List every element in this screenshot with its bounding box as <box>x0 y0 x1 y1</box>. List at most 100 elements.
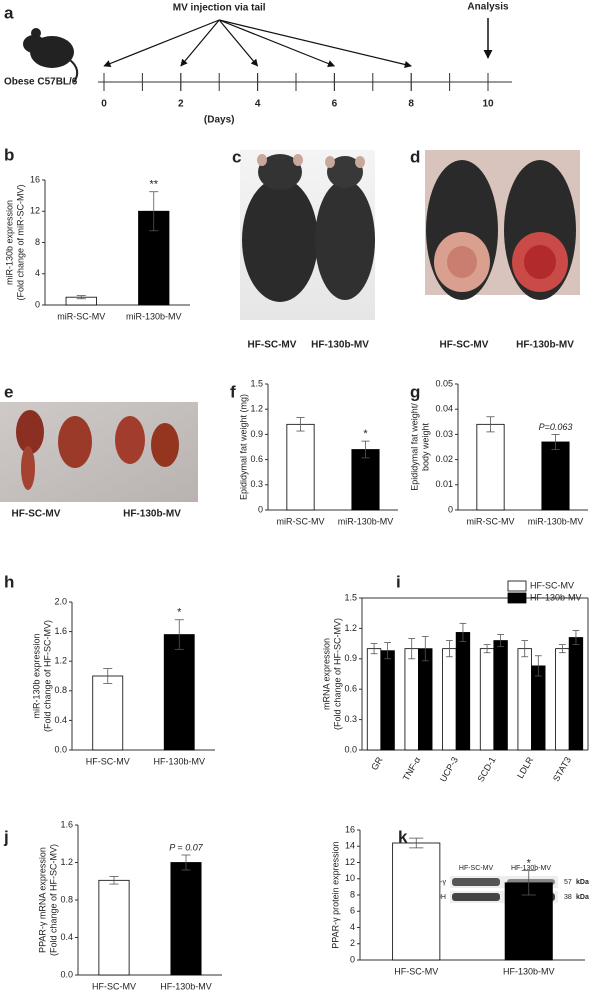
error-bar <box>445 640 453 658</box>
bar <box>504 882 553 961</box>
injection-arrow <box>218 19 336 67</box>
y-tick-label: 2.0 <box>54 596 67 606</box>
panel-letter: b <box>4 145 14 164</box>
error-bar <box>486 416 495 433</box>
y-tick-label: 0 <box>258 504 263 514</box>
bar <box>404 648 419 751</box>
error-bar <box>103 668 113 684</box>
y-tick-label: 0.9 <box>344 653 357 663</box>
panel-letter: f <box>230 382 236 401</box>
panel-letter: k <box>398 827 408 846</box>
legend-label: HF-SC-MV <box>530 580 574 590</box>
blot-unit: kDa <box>576 879 589 886</box>
y-tick-label: 1.5 <box>344 592 357 602</box>
error-bar <box>76 295 86 300</box>
y-tick-label: 0.0 <box>60 969 73 979</box>
y-tick-label: 0.8 <box>60 894 73 904</box>
x-tick-label: miR-130b-MV <box>528 516 584 526</box>
tick-label: 6 <box>332 99 338 110</box>
y-tick-label: 0.01 <box>435 479 453 489</box>
bar <box>531 665 546 751</box>
y-tick-label: 1.2 <box>54 656 67 666</box>
blot-unit: kDa <box>576 894 589 901</box>
legend-swatch <box>507 580 527 592</box>
y-tick-label: 0 <box>448 504 453 514</box>
y-axis-label: miR-130b expression <box>31 633 41 718</box>
photo-label: HF-SC-MV <box>440 340 489 351</box>
y-axis-label: (Fold change of miR-SC-MV) <box>15 184 25 300</box>
panel-letter: e <box>4 382 13 401</box>
bar <box>286 423 315 511</box>
bar <box>418 648 433 751</box>
y-tick-label: 0.6 <box>250 454 263 464</box>
tick-label: 10 <box>482 99 494 110</box>
annotation: * <box>363 428 368 440</box>
y-tick-label: 8 <box>35 237 40 247</box>
x-tick-label: miR-130b-MV <box>338 516 394 526</box>
photo-label: HF-130b-MV <box>311 340 369 351</box>
y-tick-label: 1.5 <box>250 378 263 388</box>
analysis-label: Analysis <box>467 2 509 13</box>
y-tick-label: 0.4 <box>54 715 67 725</box>
tick-label: 8 <box>408 99 414 110</box>
bar <box>92 675 124 751</box>
photo-e <box>0 402 198 502</box>
photo-label: HF-130b-MV <box>516 340 574 351</box>
y-tick-label: 16 <box>30 174 40 184</box>
x-tick-label: TNF-α <box>401 755 423 782</box>
y-tick-label: 0.3 <box>344 714 357 724</box>
blot-size: 38 <box>564 894 572 901</box>
y-tick-label: 0.6 <box>344 684 357 694</box>
x-tick-label: SCD-1 <box>475 755 497 783</box>
y-tick-label: 14 <box>345 841 355 851</box>
error-bar <box>497 634 505 648</box>
error-bar <box>483 644 491 654</box>
x-tick-label: miR-SC-MV <box>57 311 105 321</box>
panel-letter: a <box>4 3 14 22</box>
y-axis-label: mRNA expression <box>321 638 331 710</box>
bar <box>455 632 471 751</box>
panel-letter: i <box>396 572 401 591</box>
error-bar <box>181 854 191 871</box>
bar <box>380 650 395 751</box>
annotation: ** <box>149 179 158 191</box>
y-tick-label: 0.9 <box>250 429 263 439</box>
y-tick-label: 0.03 <box>435 429 453 439</box>
x-axis-label: (Days) <box>204 115 235 126</box>
tick-label: 2 <box>178 99 184 110</box>
mouse-label: Obese C57BL/6 <box>4 77 78 88</box>
injection-arrow <box>180 19 220 67</box>
y-axis-label: miR-130b expression <box>4 200 14 285</box>
photo-d <box>425 150 580 300</box>
error-bar <box>572 630 580 646</box>
error-bar <box>521 640 529 658</box>
injection-arrow <box>219 19 412 68</box>
annotation: * <box>527 858 532 870</box>
x-tick-label: HF-SC-MV <box>92 981 136 991</box>
y-tick-label: 4 <box>35 268 40 278</box>
annotation: P = 0.07 <box>169 842 203 852</box>
error-bar <box>296 417 305 432</box>
y-tick-label: 1.6 <box>54 626 67 636</box>
legend-swatch <box>507 592 527 604</box>
bar <box>476 423 505 511</box>
bar <box>366 648 382 751</box>
x-tick-label: miR-130b-MV <box>126 311 182 321</box>
error-bar <box>558 644 566 654</box>
error-bar <box>409 837 424 849</box>
panel-letter: g <box>410 382 420 401</box>
error-bar <box>370 643 378 655</box>
y-tick-label: 8 <box>350 889 355 899</box>
panel-letter: h <box>4 572 14 591</box>
injection-arrow <box>103 19 220 67</box>
y-tick-label: 1.2 <box>250 404 263 414</box>
photo-label: HF-SC-MV <box>248 340 297 351</box>
y-tick-label: 10 <box>345 873 355 883</box>
x-tick-label: HF-130b-MV <box>160 981 212 991</box>
bar <box>555 648 570 751</box>
bar <box>479 648 495 751</box>
y-tick-label: 2 <box>350 938 355 948</box>
x-tick-label: HF-130b-MV <box>153 756 205 766</box>
blot-size: 57 <box>564 879 572 886</box>
